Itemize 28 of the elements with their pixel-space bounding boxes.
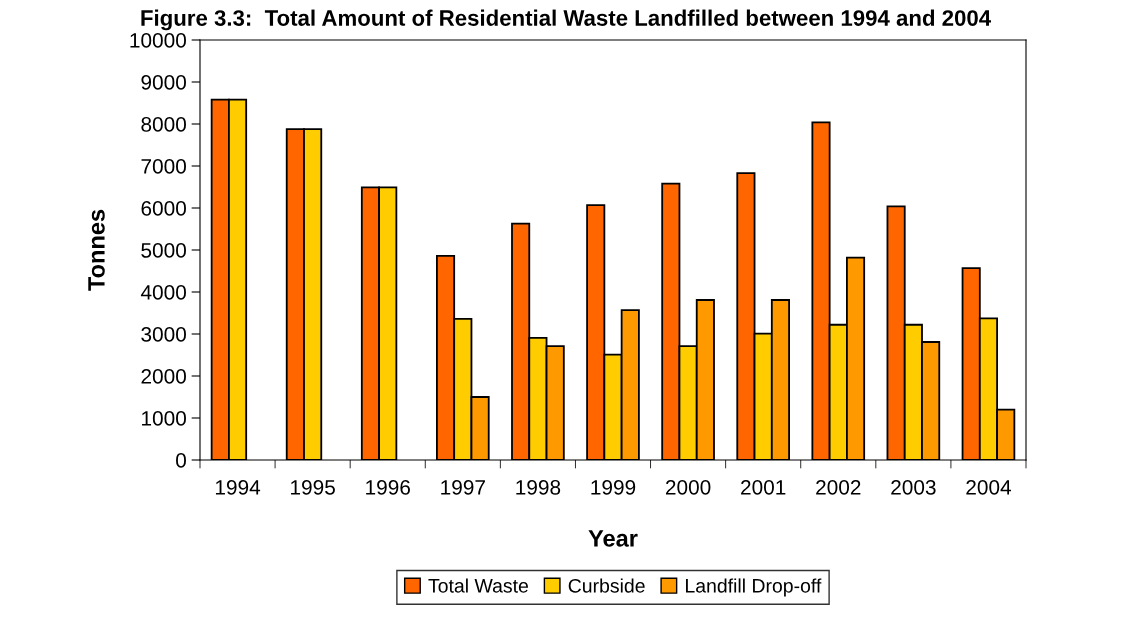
y-tick-label: 6000: [141, 201, 186, 216]
x-tick-label: 2000: [665, 479, 711, 495]
x-tick-label: 1998: [516, 479, 561, 495]
y-tick-label: 9000: [141, 75, 186, 90]
y-tick-label: 5000: [141, 243, 186, 258]
chart-title: Figure 3.3: Total Amount of Residential Waste Landfilled between 1994 and 2004: [141, 9, 992, 31]
y-tick-label: 3000: [141, 327, 186, 342]
y-tick-label: 1000: [142, 411, 186, 426]
y-tick-label: 4000: [140, 285, 186, 300]
y-tick-label: 2000: [141, 369, 186, 384]
y-axis-title: Tonnes: [88, 209, 105, 291]
x-tick-label: 1995: [291, 479, 335, 495]
y-tick-label: 0: [176, 453, 186, 468]
x-tick-label: 1997: [441, 479, 485, 495]
x-tick-label: 2003: [891, 479, 936, 495]
legend-label: Curbside: [568, 578, 645, 593]
y-tick-label: 8000: [141, 117, 186, 132]
x-tick-label: 1999: [591, 479, 636, 495]
x-tick-label: 2001: [741, 479, 786, 495]
x-axis-title: Year: [588, 530, 638, 547]
x-tick-label: 1996: [366, 479, 410, 495]
x-tick-label: 1994: [215, 479, 261, 495]
y-tick-label: 10000: [130, 33, 186, 48]
legend-label: Total Waste: [428, 578, 528, 593]
x-tick-label: 2004: [966, 479, 1012, 495]
y-tick-label: 7000: [141, 159, 186, 174]
legend-label: Landfill Drop-off: [686, 578, 822, 597]
x-tick-label: 2002: [816, 479, 861, 495]
